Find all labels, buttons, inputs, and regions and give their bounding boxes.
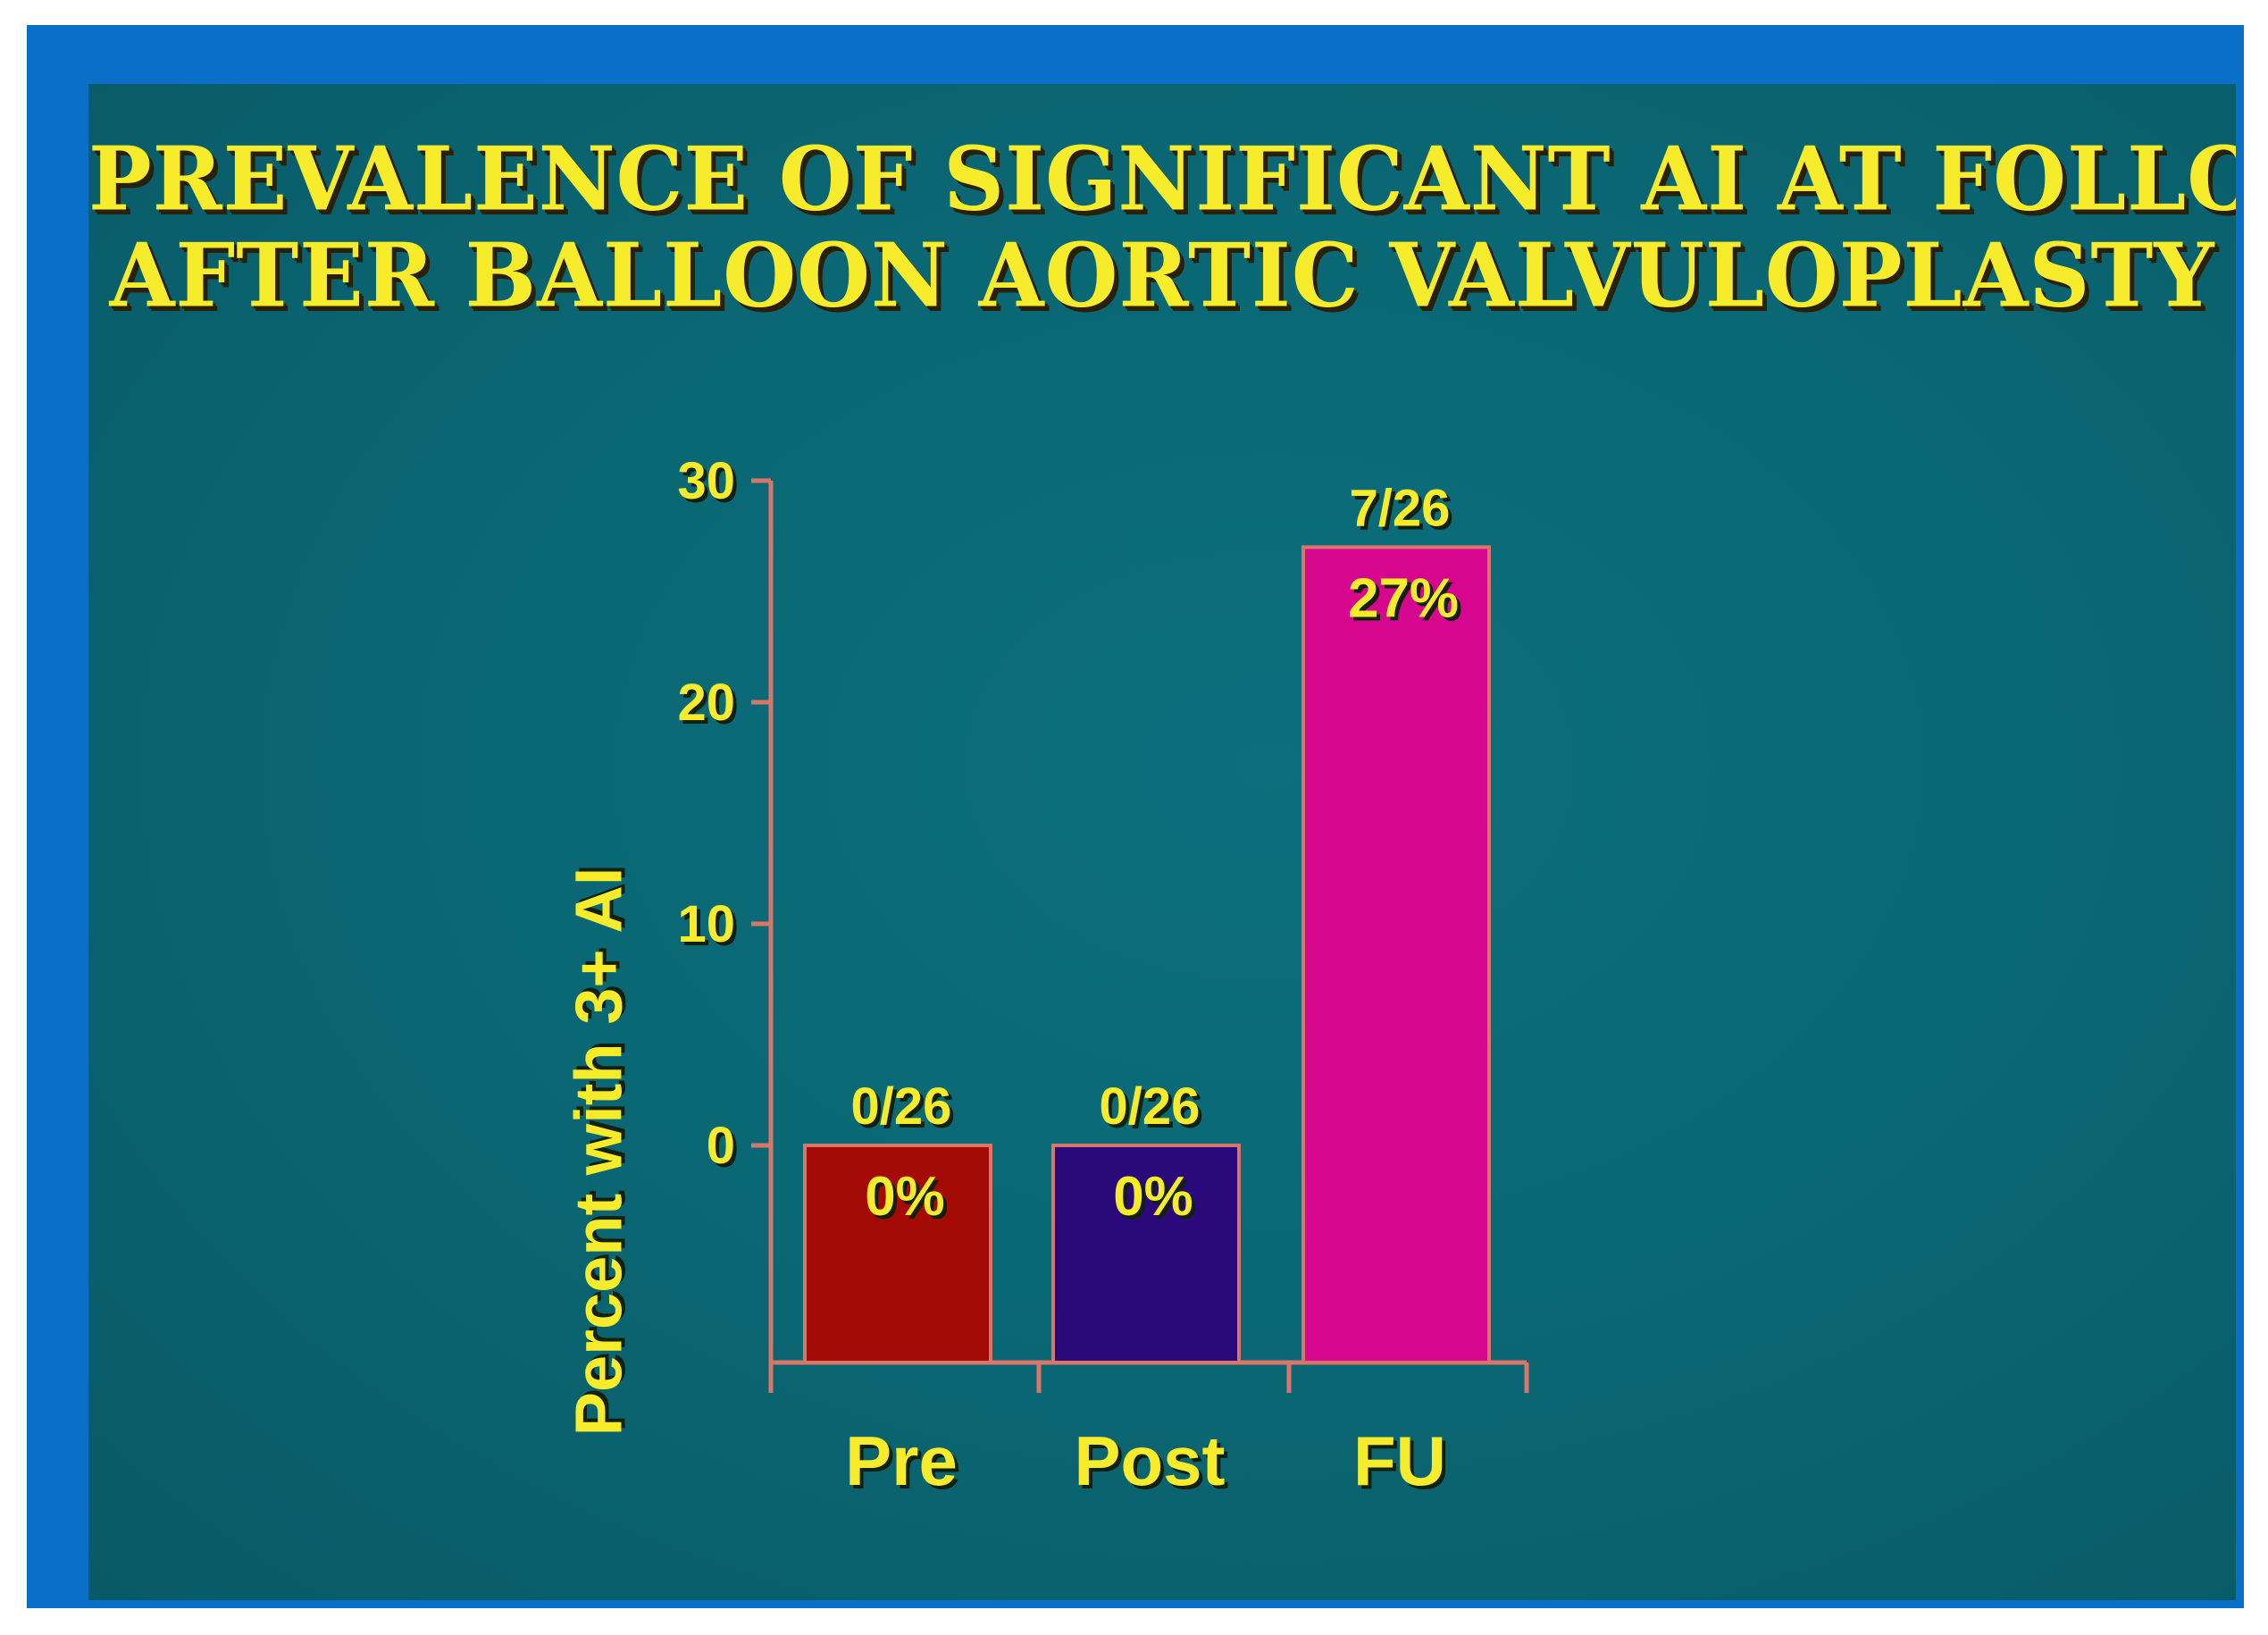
y-tick-label-0: 0 xyxy=(707,1117,735,1175)
slide: PREVALENCE OF SIGNIFICANT AI AT FOLLOW-U… xyxy=(88,84,2236,1600)
y-tick-label-30: 30 xyxy=(677,452,735,510)
bar-chart: Percent with 3+ AI 0102030Pre0/260%Post0… xyxy=(562,452,1529,1500)
y-tick-label-20: 20 xyxy=(677,674,735,732)
labels: 0 10 20 30 Pre 0/26 0% Post 0/26 0% FU 7/26 27% xyxy=(677,452,1459,1500)
chart-title-line-2: AFTER BALLOON AORTIC VALVULOPLASTY xyxy=(109,224,2215,328)
bar-post xyxy=(1051,1144,1241,1364)
data-label-fu: 27% xyxy=(1348,567,1459,629)
data-label-post: 0% xyxy=(1113,1166,1193,1228)
x-tick-label-post: Post xyxy=(1074,1421,1225,1500)
bars xyxy=(803,545,1491,1364)
y-tick-label-10: 10 xyxy=(677,895,735,953)
x-tick-label-pre: Pre xyxy=(845,1421,958,1500)
bar-pre xyxy=(803,1144,992,1364)
y-axis-title: Percent with 3+ AI xyxy=(562,868,636,1437)
chart-title-line-1: PREVALENCE OF SIGNIFICANT AI AT FOLLOW-U… xyxy=(88,128,2236,231)
fraction-label-post: 0/26 xyxy=(1100,1077,1201,1136)
data-label-pre: 0% xyxy=(865,1166,945,1228)
x-tick-label-fu: FU xyxy=(1353,1421,1446,1500)
fraction-label-fu: 7/26 xyxy=(1350,479,1451,537)
fraction-label-pre: 0/26 xyxy=(851,1077,952,1136)
bar-fu xyxy=(1301,545,1491,1364)
slide-frame: PREVALENCE OF SIGNIFICANT AI AT FOLLOW-U… xyxy=(27,25,2244,1608)
